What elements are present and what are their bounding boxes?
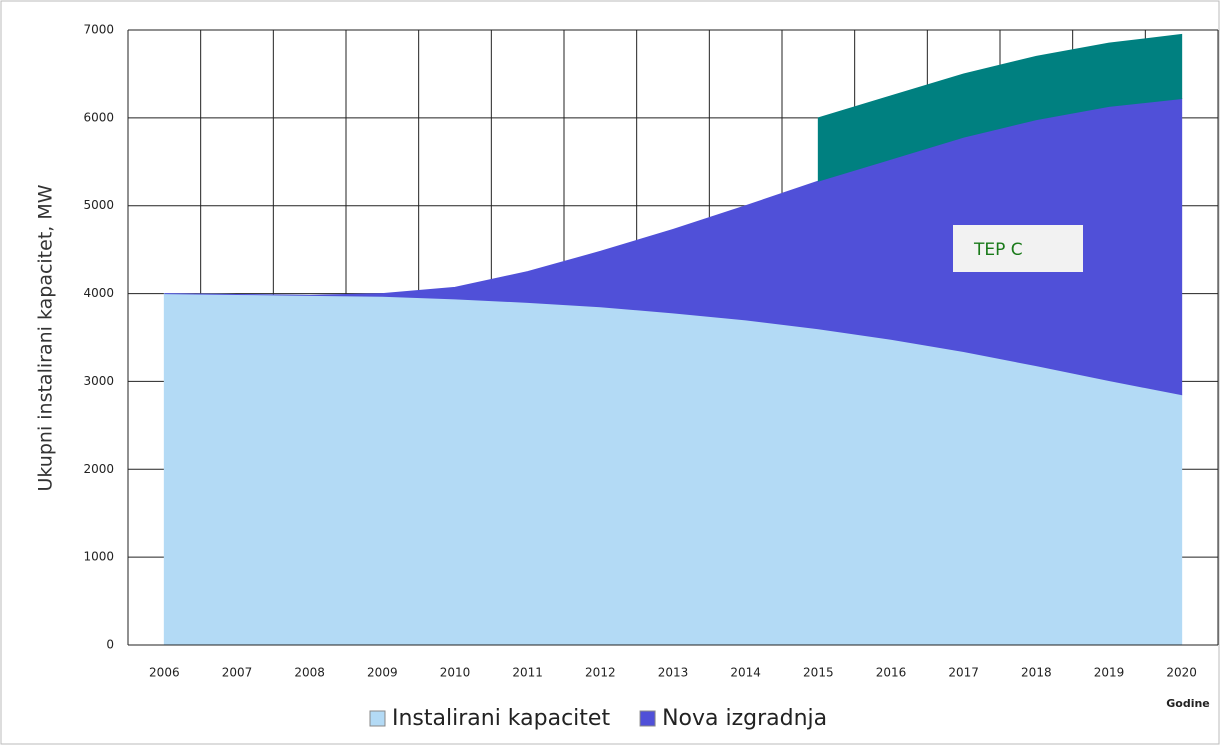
x-tick-label: 2008 xyxy=(294,666,325,680)
legend-label: Instalirani kapacitet xyxy=(392,706,610,731)
x-tick-label: 2017 xyxy=(948,666,979,680)
x-tick-label: 2006 xyxy=(149,666,180,680)
x-tick-label: 2009 xyxy=(367,666,398,680)
y-tick-label: 3000 xyxy=(83,374,114,388)
x-tick-label: 2015 xyxy=(803,666,834,680)
y-tick-label: 5000 xyxy=(83,198,114,212)
y-tick-label: 4000 xyxy=(83,286,114,300)
x-tick-label: 2020 xyxy=(1166,666,1197,680)
x-tick-label: 2011 xyxy=(512,666,543,680)
area xyxy=(817,33,1183,182)
y-axis-label: Ukupni instalirani kapacitet, MW xyxy=(35,184,57,491)
legend-label: Nova izgradnja xyxy=(662,706,827,731)
annotation-box xyxy=(953,225,1083,272)
x-tick-label: 2019 xyxy=(1094,666,1125,680)
legend-swatch xyxy=(639,710,656,727)
legend-swatch xyxy=(369,710,386,727)
y-tick-label: 7000 xyxy=(83,23,114,37)
y-tick-label: 2000 xyxy=(83,462,114,476)
x-tick-label: 2007 xyxy=(222,666,253,680)
annotation: TEP C xyxy=(973,240,1023,260)
x-tick-label: 2016 xyxy=(876,666,907,680)
x-axis-label: Godine xyxy=(1166,697,1210,710)
area xyxy=(164,97,1183,396)
y-tick-label: 1000 xyxy=(83,550,114,564)
y-tick-label: 0 xyxy=(106,638,114,652)
x-tick-label: 2018 xyxy=(1021,666,1052,680)
x-tick-label: 2012 xyxy=(585,666,616,680)
x-tick-label: 2010 xyxy=(440,666,471,680)
x-tick-label: 2014 xyxy=(730,666,761,680)
y-tick-label: 6000 xyxy=(83,110,114,124)
x-tick-label: 2013 xyxy=(658,666,689,680)
